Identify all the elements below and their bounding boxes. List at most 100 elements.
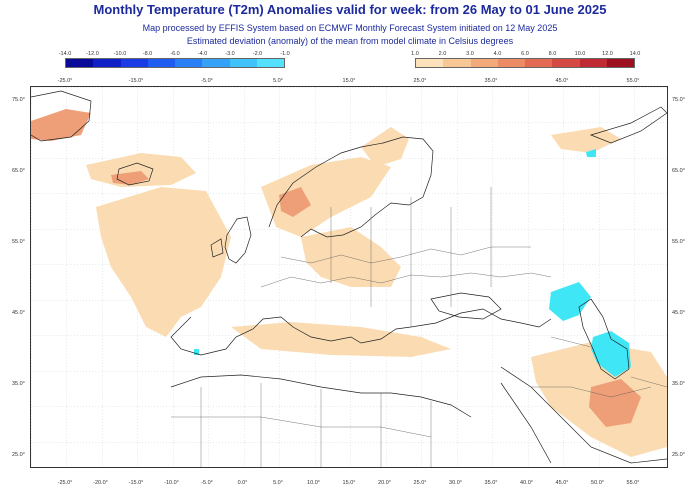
longitude-label-top: 5.0° (273, 78, 283, 84)
latitude-label: 35.0° (672, 381, 685, 387)
longitude-label-bottom: 0.0° (237, 480, 248, 486)
legend-warm-swatch (552, 59, 580, 67)
longitude-label-bottom: 30.0° (449, 480, 462, 486)
scandinavia-coast (268, 136, 434, 238)
mediterranean-warm-area (231, 322, 451, 357)
longitude-label-bottom: -25.0° (57, 480, 73, 486)
british-isles-coast (210, 216, 252, 264)
coastlines (31, 90, 667, 464)
iceland-hotspot (111, 171, 149, 185)
red-sea-coast (500, 382, 552, 464)
legend-cold-label: -14.0 (58, 51, 72, 57)
legend-cold-swatch (66, 59, 94, 67)
legend-warm-swatch (606, 59, 634, 67)
legend-warm-label: 14.0 (629, 51, 641, 57)
scandinavia-warm-area (261, 157, 391, 237)
legend-cold-label: -6.0 (170, 51, 180, 57)
longitude-label-bottom: 20.0° (378, 480, 391, 486)
longitude-label-bottom: 40.0° (520, 480, 533, 486)
latitude-label: 45.0° (12, 310, 25, 316)
atlantic-warm-area (96, 187, 231, 337)
latitude-label: 55.0° (12, 239, 25, 245)
legend-cold-swatch (120, 59, 148, 67)
legend-cold-label: -4.0 (197, 51, 208, 57)
latitude-label: 65.0° (12, 168, 25, 174)
legend-warm-label: 10.0 (574, 51, 586, 57)
novaya-zemlya-coast (589, 106, 667, 144)
legend-warm-swatch (470, 59, 498, 67)
longitude-label-bottom: -15.0° (128, 480, 144, 486)
legend-cold-label: -8.0 (142, 51, 153, 57)
legend-warm-label: 12.0 (602, 51, 613, 57)
cold-anomaly-areas (194, 149, 631, 377)
legend-warm-label: 2.0 (438, 51, 447, 57)
legend-warm-scale: 1.0 2.0 3.0 4.0 6.0 8.0 10.0 12.0 14.0 (410, 51, 640, 75)
legend-cold-swatch (147, 59, 175, 67)
latitude-label: 45.0° (672, 310, 685, 316)
legend-cold-label: -1.0 (280, 51, 290, 57)
caspian-coast (578, 298, 630, 380)
longitude-label-top: 15.0° (342, 78, 356, 84)
longitude-label-bottom: -20.0° (93, 480, 108, 486)
legend-cold-swatch (93, 59, 121, 67)
longitude-label-bottom: -5.0° (201, 480, 213, 486)
longitude-label-top: -25.0° (57, 78, 73, 84)
longitude-label-bottom: 10.0° (307, 480, 320, 486)
longitude-label-bottom: 50.0° (591, 480, 604, 486)
longitude-label-bottom: 25.0° (413, 480, 427, 486)
legend-warm-label: 8.0 (548, 51, 557, 57)
legend-cold-color-bar (65, 58, 285, 68)
map-subtitle-processing: Map processed by EFFIS System based on E… (142, 23, 558, 33)
legend-warm-swatch (416, 59, 444, 67)
arabia-coast (500, 366, 667, 464)
longitude-label-bottom: 15.0° (342, 480, 356, 486)
longitude-label-top: 55.0° (626, 78, 640, 84)
longitude-label-bottom: 55.0° (626, 480, 640, 486)
legend-warm-swatch (579, 59, 607, 67)
latitude-label: 75.0° (12, 97, 25, 103)
latitude-label: 65.0° (672, 168, 685, 174)
caspian-cold-area (549, 282, 591, 321)
arabia-hotspot (589, 379, 641, 427)
latitude-label: 35.0° (12, 381, 25, 387)
legend-cold-swatch (175, 59, 203, 67)
anomaly-map (30, 86, 668, 468)
map-canvas (31, 87, 667, 467)
legend-warm-swatch (497, 59, 525, 67)
legend-cold-swatch (202, 59, 230, 67)
legend-cold-label: -10.0 (113, 51, 127, 57)
russia-warm-area (551, 127, 621, 153)
latitude-label: 25.0° (672, 452, 685, 458)
legend-cold-swatch (229, 59, 257, 67)
longitude-label-bottom: -10.0° (164, 480, 179, 486)
latitude-label: 25.0° (12, 452, 25, 458)
longitude-label-top: 35.0° (484, 78, 498, 84)
russia-cold-patch (586, 149, 596, 157)
caspian-sea-cold-area (591, 331, 631, 377)
iceland-coast (116, 162, 154, 186)
greenland-coast (31, 90, 92, 142)
legend-warm-swatch (525, 59, 553, 67)
latitude-label: 55.0° (672, 239, 685, 245)
legend-warm-label: 1.0 (411, 51, 419, 57)
legend-cold-label: -3.0 (225, 51, 235, 57)
legend-warm-color-bar (415, 58, 635, 68)
central-europe-warm-area (301, 227, 401, 287)
legend-cold-label: -12.0 (86, 51, 99, 57)
legend-cold-scale: -14.0 -12.0 -10.0 -8.0 -6.0 -4.0 -3.0 -2.0 -1.0 (58, 51, 290, 75)
black-sea-coast (430, 292, 502, 320)
legend-warm-label: 6.0 (521, 51, 529, 57)
map-title: Monthly Temperature (T2m) Anomalies vali… (93, 2, 607, 17)
legend-cold-label: -2.0 (252, 51, 263, 57)
legend-warm-label: 3.0 (466, 51, 474, 57)
legend-warm-swatch (443, 59, 471, 67)
longitude-label-top: -15.0° (128, 78, 144, 84)
ne-europe-warm-area (361, 127, 409, 167)
longitude-label-top: -5.0° (201, 78, 213, 84)
latitude-label: 75.0° (672, 97, 685, 103)
longitude-label-bottom: 5.0° (273, 480, 283, 486)
longitude-label-top: 25.0° (413, 78, 427, 84)
longitude-label-bottom: 35.0° (484, 480, 498, 486)
map-subtitle-description: Estimated deviation (anomaly) of the mea… (186, 36, 514, 46)
legend-cold-swatch (256, 59, 284, 67)
